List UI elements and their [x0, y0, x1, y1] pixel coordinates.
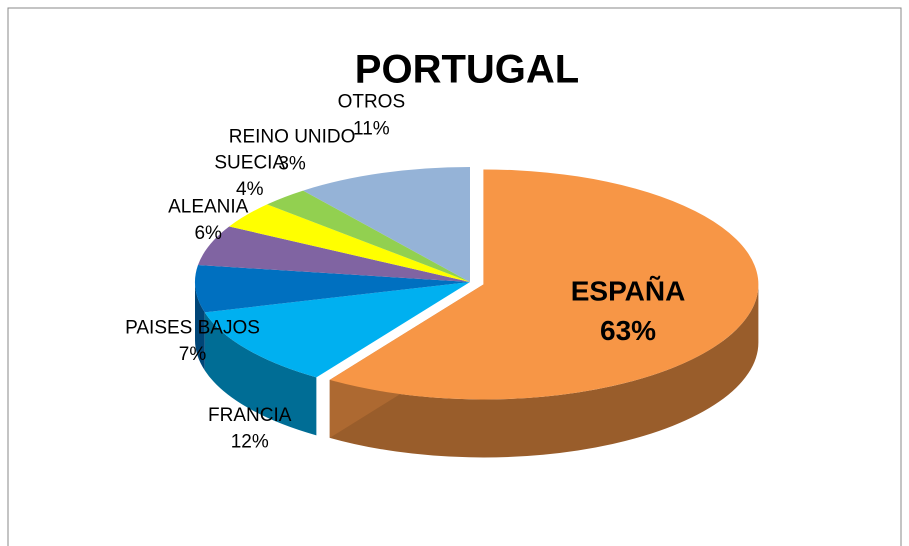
value-label: 7%	[179, 344, 207, 365]
category-label: SUECIA	[214, 153, 285, 174]
slice-side	[195, 282, 205, 371]
value-label: 6%	[194, 223, 222, 244]
value-label: 63%	[600, 315, 656, 346]
chart-title: PORTUGAL	[355, 48, 579, 92]
value-label: 4%	[236, 179, 264, 200]
slice	[198, 226, 470, 282]
category-label: ALEANIA	[168, 196, 249, 217]
slice	[195, 265, 470, 313]
category-label: ESPAÑA	[571, 276, 686, 307]
slice	[267, 190, 470, 282]
value-label: 11%	[353, 118, 390, 139]
slice	[329, 169, 759, 400]
value-label: 12%	[231, 432, 269, 453]
slice-side	[329, 284, 759, 458]
category-label: FRANCIA	[208, 405, 292, 426]
slice	[229, 204, 470, 282]
category-label: OTROS	[338, 92, 406, 113]
category-label: REINO UNIDO	[229, 127, 356, 148]
slice-side	[204, 312, 317, 436]
slice	[303, 167, 470, 282]
slice	[204, 282, 470, 378]
value-label: 3%	[278, 153, 306, 174]
category-label: PAISES BAJOS	[125, 318, 260, 339]
